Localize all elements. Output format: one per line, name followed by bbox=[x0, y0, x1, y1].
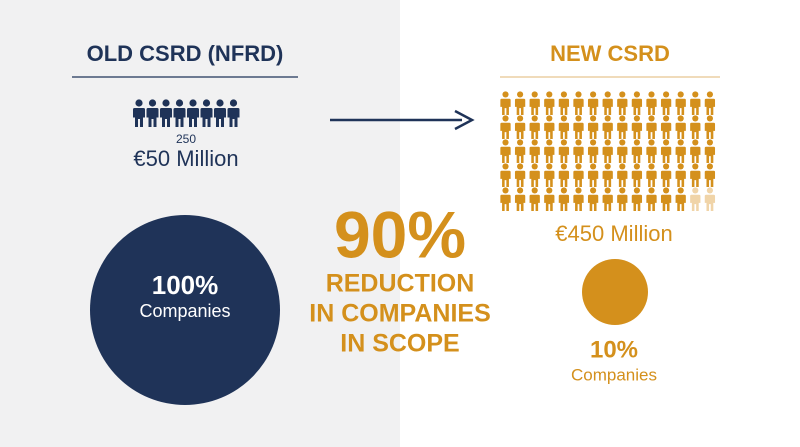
left-circle-value: 100% bbox=[152, 270, 219, 300]
left-turnover: €50 Million bbox=[133, 146, 238, 171]
left-circle-label: Companies bbox=[139, 301, 230, 321]
right-circle-value: 10% bbox=[590, 336, 638, 363]
reduction-line: IN COMPANIES bbox=[309, 300, 491, 328]
right-circle bbox=[582, 259, 648, 325]
left-circle bbox=[90, 215, 280, 405]
reduction-line: IN SCOPE bbox=[340, 330, 459, 358]
right-title: NEW CSRD bbox=[550, 41, 670, 66]
left-title: OLD CSRD (NFRD) bbox=[87, 41, 284, 66]
right-panel bbox=[400, 0, 800, 447]
arrow-head bbox=[454, 109, 475, 131]
reduction-value: 90% bbox=[334, 197, 466, 271]
left-employees: 250 bbox=[176, 132, 196, 146]
reduction-line: REDUCTION bbox=[326, 270, 475, 298]
right-turnover: €450 Million bbox=[555, 221, 672, 246]
right-circle-label: Companies bbox=[571, 365, 657, 384]
